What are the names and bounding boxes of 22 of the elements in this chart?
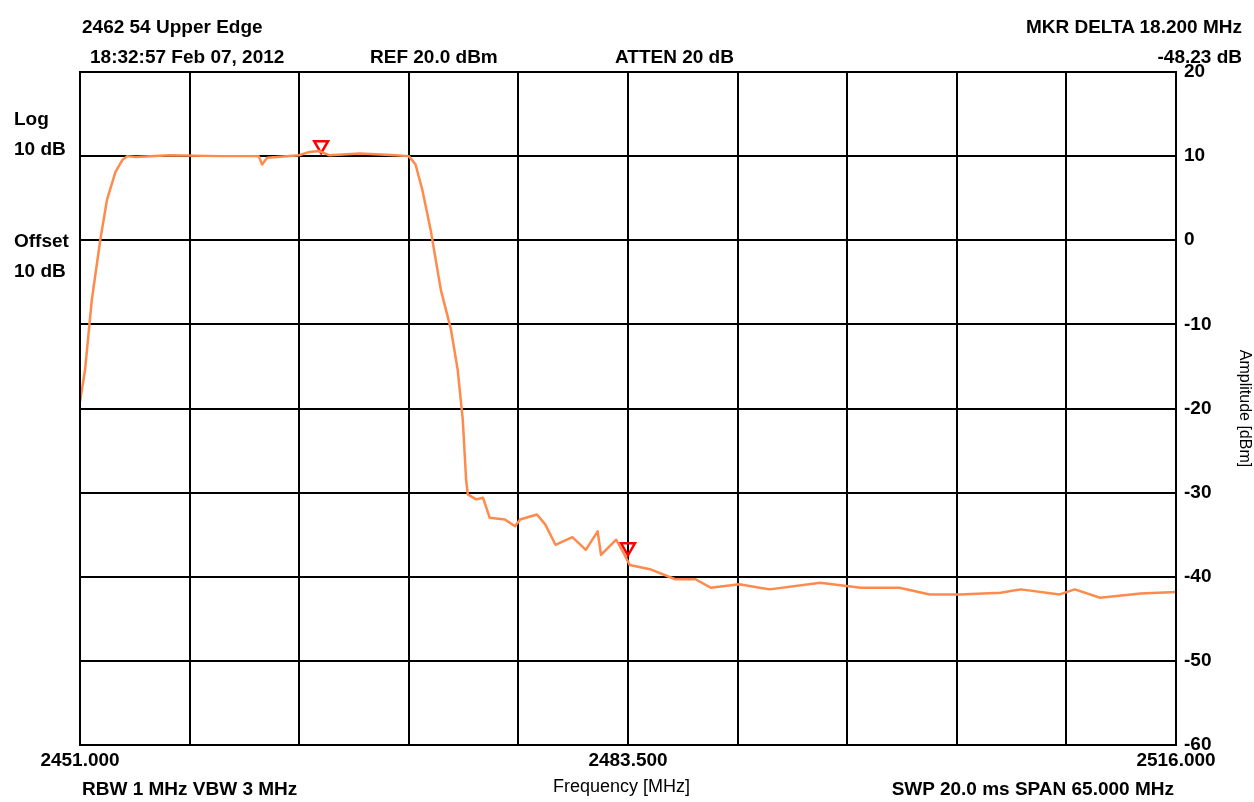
y-tick-label: -30	[1184, 480, 1212, 502]
y-tick-label: -20	[1184, 396, 1212, 418]
text: MKR DELTA 18.200 MHz	[1025, 16, 1242, 38]
text: ATTEN 20 dB	[615, 46, 734, 68]
x-tick-label: 2451.000	[40, 748, 120, 770]
y-tick-label: 10	[1184, 144, 1206, 166]
text: REF 20.0 dBm	[370, 46, 498, 68]
y-axis-title: Amplitude [dBm]	[1236, 349, 1254, 468]
text: 10 dB	[14, 138, 66, 160]
y-tick-label: -10	[1184, 312, 1212, 334]
x-axis-title: Frequency [MHz]	[553, 775, 691, 797]
text: Offset	[14, 230, 69, 252]
x-tick-label: 2483.500	[588, 748, 668, 770]
text: Log	[14, 108, 49, 130]
chart-title: 2462 54 Upper Edge	[82, 16, 263, 38]
text: SWP 20.0 ms SPAN 65.000 MHz	[891, 778, 1174, 800]
text: RBW 1 MHz VBW 3 MHz	[82, 778, 298, 800]
y-tick-label: 0	[1184, 228, 1195, 250]
y-tick-label: -40	[1184, 564, 1212, 586]
chart-subtitle: 18:32:57 Feb 07, 2012	[90, 46, 285, 68]
y-tick-label: -50	[1184, 649, 1212, 671]
text: 10 dB	[14, 260, 66, 282]
